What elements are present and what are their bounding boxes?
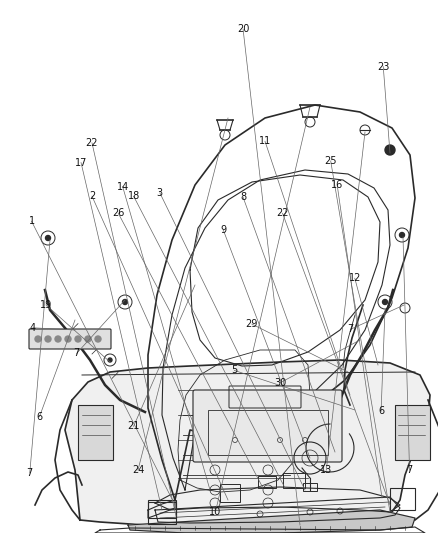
Text: 7: 7: [347, 325, 353, 334]
Circle shape: [108, 358, 112, 362]
Circle shape: [85, 336, 91, 342]
Text: 19: 19: [40, 300, 52, 310]
Text: 9: 9: [220, 225, 226, 235]
Circle shape: [65, 336, 71, 342]
Text: 6: 6: [36, 412, 42, 422]
Text: 5: 5: [231, 366, 237, 375]
FancyBboxPatch shape: [193, 390, 342, 462]
Circle shape: [46, 236, 50, 240]
Circle shape: [385, 145, 395, 155]
Text: 2: 2: [89, 191, 95, 201]
Text: 7: 7: [27, 468, 33, 478]
Circle shape: [399, 232, 405, 238]
Text: 3: 3: [157, 188, 163, 198]
Text: 8: 8: [240, 192, 246, 202]
Text: 24: 24: [132, 465, 144, 475]
Circle shape: [45, 336, 51, 342]
Text: 22: 22: [86, 138, 98, 148]
Circle shape: [95, 336, 101, 342]
FancyBboxPatch shape: [78, 405, 113, 460]
Circle shape: [35, 336, 41, 342]
Text: 30: 30: [274, 378, 286, 387]
Circle shape: [55, 336, 61, 342]
Text: 21: 21: [127, 422, 140, 431]
Text: 16: 16: [331, 181, 343, 190]
Text: 26: 26: [112, 208, 124, 218]
Text: 25: 25: [325, 156, 337, 166]
Text: 18: 18: [127, 191, 140, 201]
Text: 29: 29: [246, 319, 258, 329]
Circle shape: [123, 300, 127, 304]
Text: 1: 1: [28, 216, 35, 226]
Polygon shape: [65, 360, 430, 527]
Text: 17: 17: [75, 158, 87, 167]
Text: 7: 7: [406, 465, 413, 475]
Circle shape: [382, 300, 388, 304]
Text: 10: 10: [209, 507, 222, 516]
Text: 7: 7: [74, 349, 80, 358]
Text: 12: 12: [349, 273, 361, 283]
Text: 4: 4: [30, 323, 36, 333]
FancyBboxPatch shape: [395, 405, 430, 460]
Text: 13: 13: [320, 465, 332, 475]
Circle shape: [75, 336, 81, 342]
Text: 22: 22: [276, 208, 289, 218]
FancyBboxPatch shape: [29, 329, 111, 349]
Text: 20: 20: [237, 25, 249, 34]
Text: 14: 14: [117, 182, 129, 191]
Text: 23: 23: [377, 62, 389, 71]
Text: 11: 11: [259, 136, 271, 146]
Polygon shape: [128, 510, 415, 533]
Text: 6: 6: [378, 407, 384, 416]
